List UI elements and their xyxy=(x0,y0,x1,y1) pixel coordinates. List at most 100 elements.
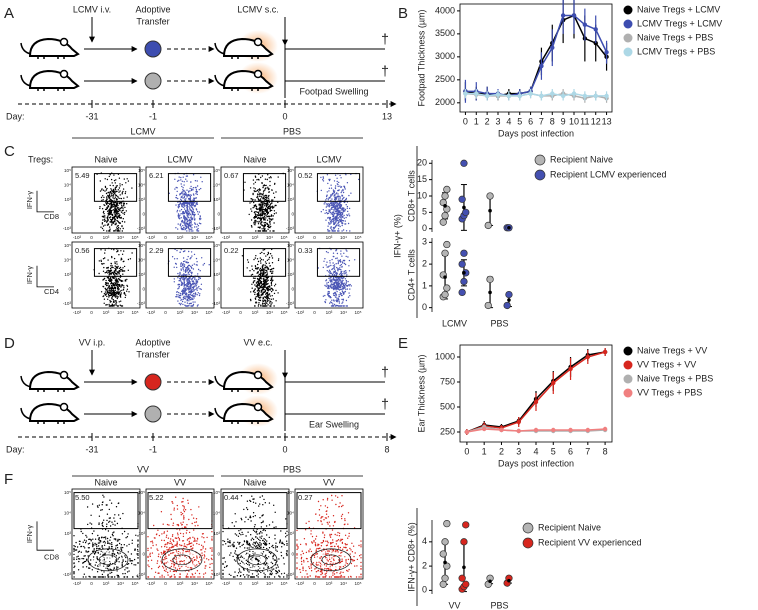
dot xyxy=(443,185,451,194)
mouse-feet xyxy=(37,56,65,59)
readout-label: Ear Swelling xyxy=(309,419,359,429)
axis-label: IFN-γ xyxy=(25,525,34,544)
gate-percentage: 0.27 xyxy=(298,493,313,502)
x-tick-label: 3 xyxy=(516,446,521,456)
y-tick-label: 3 xyxy=(422,237,427,247)
legend-label: VV Tregs + VV xyxy=(637,359,696,369)
category-label: PBS xyxy=(490,318,508,328)
challenge-label: VV e.c. xyxy=(243,337,272,347)
flow-tick-label: 10⁴ xyxy=(191,310,198,315)
point xyxy=(464,429,470,435)
x-tick-label: 4 xyxy=(506,116,511,126)
mean-marker xyxy=(462,271,466,275)
point xyxy=(550,91,555,96)
column-label: VV xyxy=(174,477,186,487)
y-tick-label: 1000 xyxy=(435,351,455,361)
category-label: LCMV xyxy=(442,318,467,328)
mouse-body xyxy=(222,37,274,57)
contour xyxy=(236,548,278,572)
flow-tick-label: 10³ xyxy=(177,581,184,586)
column-label: Naive xyxy=(94,154,117,164)
mouse-body xyxy=(222,402,274,422)
y-tick-label: 5 xyxy=(422,207,427,217)
flow-tick-label: -10³ xyxy=(137,572,146,577)
infection-label: VV i.p. xyxy=(79,337,106,347)
flow-tick-label: 10⁴ xyxy=(191,581,198,586)
flow-tick-label: 10³ xyxy=(103,310,110,315)
flow-tick-label: 10⁵ xyxy=(287,243,294,248)
cell-circle xyxy=(144,72,162,90)
y-tick-label: 20 xyxy=(417,158,427,168)
legend-marker xyxy=(534,169,546,181)
column-label: Naive xyxy=(94,477,117,487)
flow-tick-label: 10⁵ xyxy=(280,581,287,586)
mouse-icon xyxy=(20,370,80,392)
y-axis-label: CD8+ T cells xyxy=(406,170,416,222)
dot xyxy=(462,208,470,217)
mean-marker xyxy=(488,208,492,213)
y-tick-label: 0 xyxy=(422,223,427,233)
axis-label: IFN-γ xyxy=(25,266,34,285)
dot xyxy=(441,192,449,200)
legend-marker xyxy=(623,360,633,370)
flow-tick-label: -10³ xyxy=(212,226,221,231)
endpoint: † xyxy=(381,396,389,412)
flow-tick-label: 10³ xyxy=(287,272,294,277)
flow-tick-label: -10³ xyxy=(286,301,295,306)
dot xyxy=(458,288,466,297)
dot xyxy=(443,562,451,570)
category-label: VV xyxy=(448,600,460,610)
endpoint: † xyxy=(381,63,389,79)
flow-events xyxy=(317,247,356,307)
point xyxy=(602,349,608,355)
dot xyxy=(460,538,468,546)
legend-marker xyxy=(522,522,534,534)
contour xyxy=(321,554,341,566)
y-tick-label: 250 xyxy=(440,426,455,436)
mouse-feet xyxy=(231,421,259,424)
mouse-body xyxy=(28,370,80,390)
flow-frame xyxy=(145,166,215,234)
gate xyxy=(167,248,212,277)
mouse-icon xyxy=(214,395,278,427)
legend-label: Recipient VV experienced xyxy=(538,537,642,547)
dot xyxy=(458,195,466,203)
panel-label: D xyxy=(4,335,15,352)
point xyxy=(474,91,479,96)
flow-events xyxy=(222,495,288,578)
contour xyxy=(316,551,346,568)
x-tick-label: 12 xyxy=(591,116,601,126)
flow-tick-label: -10³ xyxy=(73,310,82,315)
dot xyxy=(441,249,449,257)
x-tick-label: 6 xyxy=(528,116,533,126)
flow-events xyxy=(167,248,210,307)
dot xyxy=(462,580,470,588)
point xyxy=(499,427,504,433)
flow-tick-label: 10⁴ xyxy=(117,310,124,315)
dot xyxy=(486,275,494,284)
flow-tick-label: 10³ xyxy=(103,581,110,586)
mouse-ear xyxy=(59,37,69,47)
point xyxy=(550,45,555,50)
flow-events xyxy=(73,494,139,578)
dot xyxy=(441,574,449,582)
flow-tick-label: 0 xyxy=(217,552,220,557)
gate-percentage: 0.52 xyxy=(298,171,313,180)
transfer-label: Transfer xyxy=(136,349,169,359)
cell-circle xyxy=(144,405,162,423)
flow-tick-label: 10⁴ xyxy=(64,258,71,263)
mouse-icon xyxy=(214,363,278,395)
point xyxy=(593,27,598,32)
flow-tick-label: -10³ xyxy=(63,572,72,577)
panel-label: F xyxy=(4,471,13,488)
axis-corner xyxy=(36,521,54,551)
flow-tick-label: 0 xyxy=(142,287,145,292)
point xyxy=(604,93,609,99)
dot xyxy=(462,521,470,529)
legend-label: Recipient Naive xyxy=(538,522,601,532)
axis-corner xyxy=(36,190,54,213)
point xyxy=(560,13,566,18)
legend-label: LCMV Tregs + PBS xyxy=(637,46,715,56)
x-tick-label: 3 xyxy=(495,116,500,126)
flow-tick-label: 10⁴ xyxy=(117,235,124,240)
